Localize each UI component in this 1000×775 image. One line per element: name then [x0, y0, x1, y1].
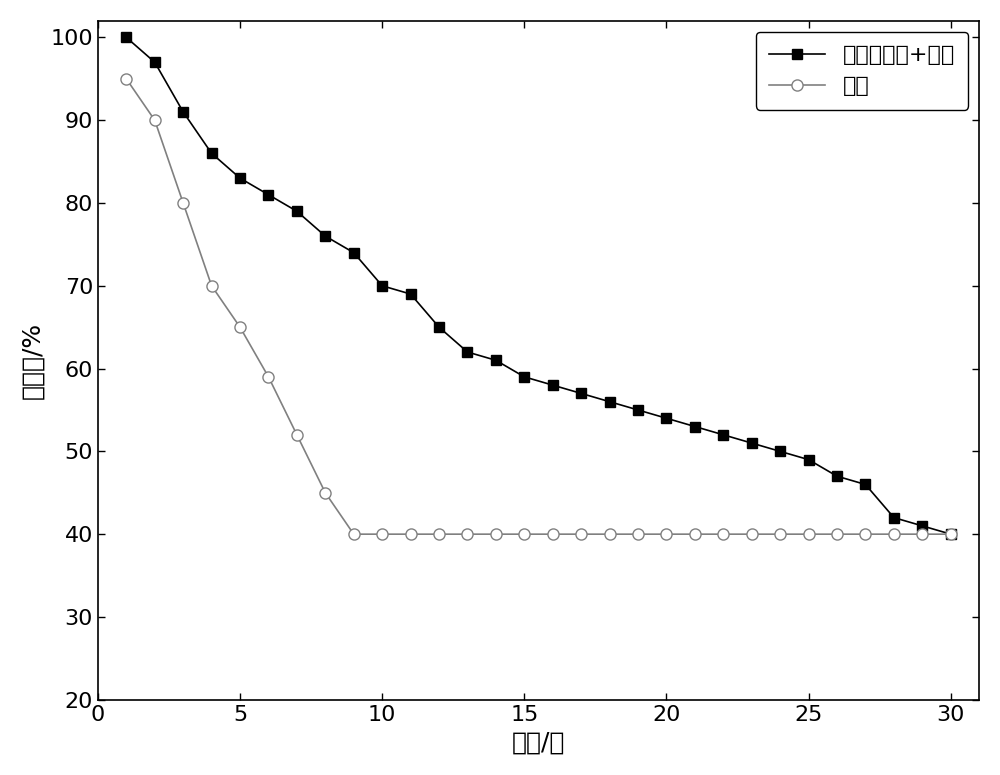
保水缓释肥+土壤	[234, 174, 246, 183]
保水缓释肥+土壤	[717, 430, 729, 439]
保水缓释肥+土壤	[149, 57, 161, 67]
保水缓释肥+土壤	[177, 107, 189, 116]
土壤	[234, 322, 246, 332]
土壤	[888, 529, 900, 539]
保水缓释肥+土壤	[206, 149, 218, 158]
土壤	[689, 529, 701, 539]
土壤	[916, 529, 928, 539]
保水缓释肥+土壤	[518, 372, 530, 381]
土壤	[262, 372, 274, 381]
保水缓释肥+土壤	[376, 281, 388, 291]
保水缓释肥+土壤	[461, 347, 473, 356]
保水缓释肥+土壤	[803, 455, 815, 464]
土壤	[149, 115, 161, 125]
土壤	[319, 488, 331, 498]
保水缓释肥+土壤	[405, 289, 417, 298]
土壤	[746, 529, 758, 539]
土壤	[348, 529, 360, 539]
保水缓释肥+土壤	[604, 397, 616, 406]
保水缓释肥+土壤	[490, 356, 502, 365]
土壤	[945, 529, 957, 539]
保水缓释肥+土壤	[575, 389, 587, 398]
土壤	[717, 529, 729, 539]
土壤	[660, 529, 672, 539]
土壤	[859, 529, 871, 539]
保水缓释肥+土壤	[262, 190, 274, 199]
土壤	[120, 74, 132, 84]
保水缓释肥+土壤	[660, 414, 672, 423]
土壤	[461, 529, 473, 539]
土壤	[291, 430, 303, 439]
保水缓释肥+土壤	[831, 471, 843, 480]
土壤	[632, 529, 644, 539]
保水缓释肥+土壤	[774, 446, 786, 456]
保水缓释肥+土壤	[945, 529, 957, 539]
土壤	[206, 281, 218, 291]
Y-axis label: 含水率/%: 含水率/%	[21, 322, 45, 399]
土壤	[405, 529, 417, 539]
保水缓释肥+土壤	[888, 513, 900, 522]
保水缓释肥+土壤	[120, 33, 132, 42]
X-axis label: 时间/天: 时间/天	[512, 730, 565, 754]
保水缓释肥+土壤	[859, 480, 871, 489]
土壤	[433, 529, 445, 539]
保水缓释肥+土壤	[348, 248, 360, 257]
Legend: 保水缓释肥+土壤, 土壤: 保水缓释肥+土壤, 土壤	[756, 32, 968, 110]
保水缓释肥+土壤	[547, 381, 559, 390]
Line: 保水缓释肥+土壤: 保水缓释肥+土壤	[121, 33, 956, 539]
保水缓释肥+土壤	[433, 322, 445, 332]
土壤	[376, 529, 388, 539]
土壤	[177, 198, 189, 208]
保水缓释肥+土壤	[319, 232, 331, 241]
保水缓释肥+土壤	[746, 439, 758, 448]
土壤	[547, 529, 559, 539]
土壤	[803, 529, 815, 539]
Line: 土壤: 土壤	[121, 73, 956, 539]
土壤	[604, 529, 616, 539]
保水缓释肥+土壤	[689, 422, 701, 431]
土壤	[575, 529, 587, 539]
土壤	[518, 529, 530, 539]
土壤	[831, 529, 843, 539]
保水缓释肥+土壤	[916, 522, 928, 531]
保水缓释肥+土壤	[291, 207, 303, 216]
保水缓释肥+土壤	[632, 405, 644, 415]
土壤	[774, 529, 786, 539]
土壤	[490, 529, 502, 539]
